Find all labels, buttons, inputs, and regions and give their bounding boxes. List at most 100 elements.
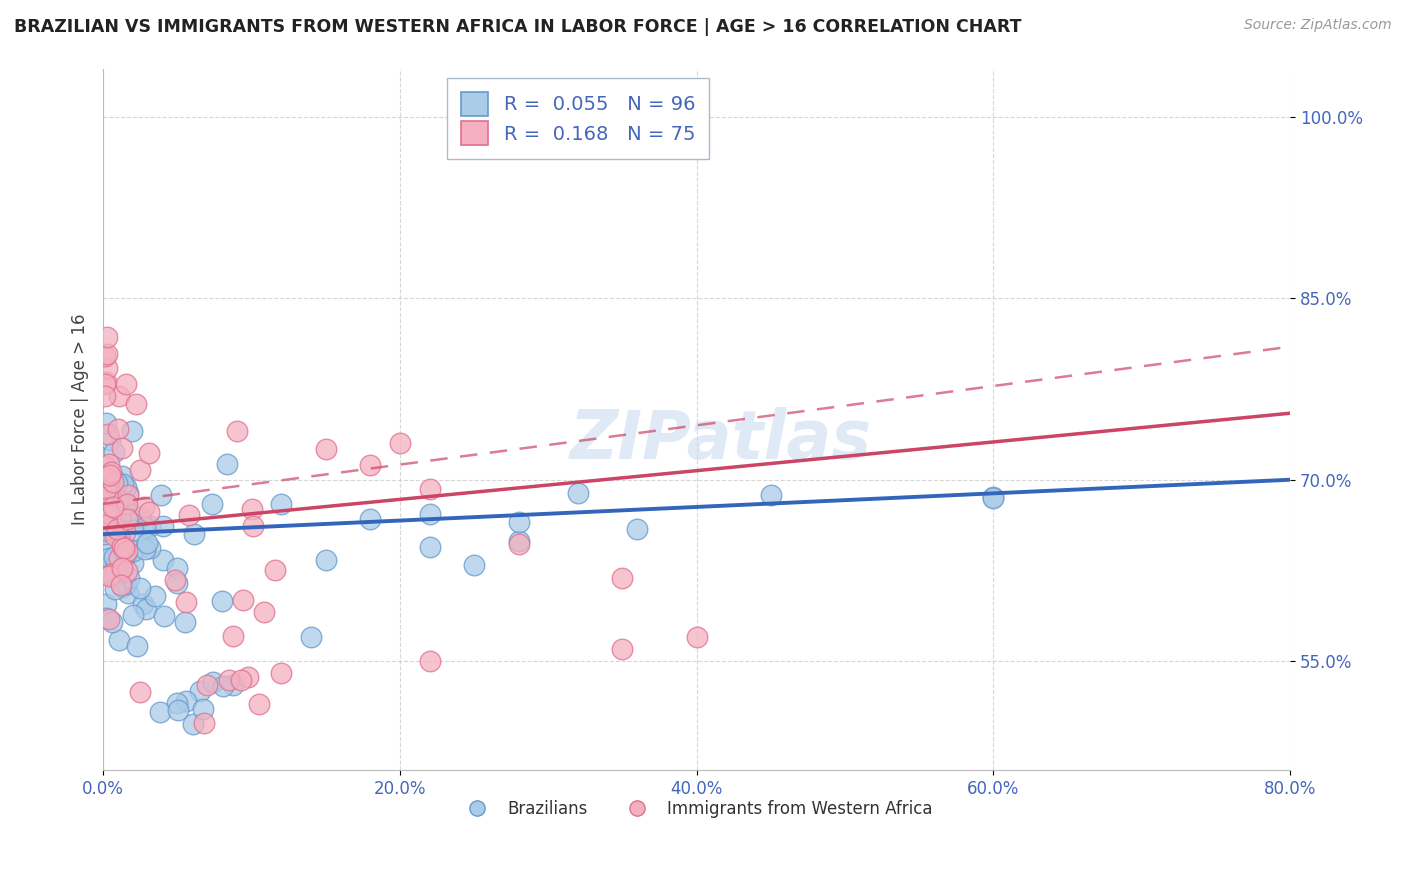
Point [359, 512, 381, 526]
Point [247, 697, 270, 711]
Point [215, 457, 238, 471]
Point [94, 508, 117, 523]
Point [388, 436, 411, 450]
Point [166, 696, 188, 710]
Point [122, 523, 145, 537]
Point [240, 502, 263, 516]
Point [419, 482, 441, 496]
Point [166, 561, 188, 575]
Point [111, 441, 134, 455]
Point [152, 518, 174, 533]
Point [104, 516, 127, 530]
Point [612, 642, 634, 657]
Point [94, 459, 117, 474]
Point [94, 470, 117, 484]
Point [125, 396, 148, 410]
Point [685, 630, 707, 644]
Point [93, 349, 115, 363]
Point [232, 592, 254, 607]
Point [149, 705, 172, 719]
Point [114, 547, 136, 561]
Point [508, 534, 530, 549]
Point [150, 488, 173, 502]
Point [145, 590, 167, 604]
Point [135, 602, 157, 616]
Point [100, 465, 122, 479]
Point [166, 575, 188, 590]
Point [315, 442, 337, 456]
Point [359, 458, 381, 472]
Point [114, 524, 136, 539]
Point [94, 376, 117, 391]
Point [983, 491, 1005, 505]
Point [105, 522, 128, 536]
Point [108, 389, 131, 403]
Point [315, 552, 337, 566]
Point [97, 612, 120, 626]
Point [103, 472, 125, 486]
Point [110, 482, 132, 496]
Point [212, 679, 235, 693]
Point [105, 476, 128, 491]
Point [174, 694, 197, 708]
Point [115, 480, 138, 494]
Point [103, 549, 125, 564]
Point [163, 573, 186, 587]
Point [101, 500, 124, 514]
Point [107, 522, 129, 536]
Point [108, 550, 131, 565]
Text: Source: ZipAtlas.com: Source: ZipAtlas.com [1244, 18, 1392, 32]
Point [218, 673, 240, 688]
Point [201, 674, 224, 689]
Point [134, 542, 156, 557]
Point [253, 605, 276, 619]
Point [195, 678, 218, 692]
Point [121, 544, 143, 558]
Point [152, 552, 174, 566]
Point [136, 535, 159, 549]
Point [103, 569, 125, 583]
Point [132, 500, 155, 514]
Point [115, 512, 138, 526]
Point [98, 487, 121, 501]
Point [114, 376, 136, 391]
Point [463, 558, 485, 572]
Point [193, 715, 215, 730]
Point [93, 388, 115, 402]
Point [96, 499, 118, 513]
Point [176, 595, 198, 609]
Point [983, 491, 1005, 505]
Point [96, 360, 118, 375]
Point [122, 607, 145, 622]
Point [111, 561, 134, 575]
Point [299, 630, 322, 644]
Point [94, 610, 117, 624]
Point [93, 514, 115, 528]
Point [117, 544, 139, 558]
Point [98, 489, 121, 503]
Point [93, 517, 115, 532]
Point [225, 425, 247, 439]
Point [111, 580, 134, 594]
Point [98, 551, 121, 566]
Point [115, 577, 138, 591]
Point [96, 416, 118, 430]
Point [105, 558, 128, 572]
Point [98, 468, 121, 483]
Point [759, 488, 782, 502]
Point [111, 469, 134, 483]
Point [115, 496, 138, 510]
Point [93, 473, 115, 487]
Point [191, 701, 214, 715]
Text: ZIPatlas: ZIPatlas [569, 408, 872, 474]
Point [96, 330, 118, 344]
Point [100, 566, 122, 581]
Point [270, 666, 292, 681]
Point [98, 433, 121, 447]
Point [626, 522, 648, 536]
Point [112, 541, 135, 556]
Point [108, 632, 131, 647]
Point [201, 497, 224, 511]
Point [138, 446, 160, 460]
Point [183, 527, 205, 541]
